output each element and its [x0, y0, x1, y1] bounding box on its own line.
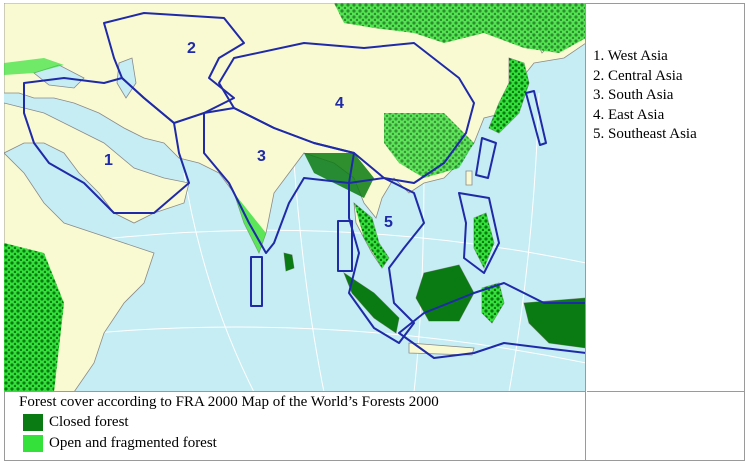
legend-label: Open and fragmented forest [49, 435, 217, 451]
legend-item-open-forest: Open and fragmented forest [23, 433, 585, 454]
region-list-item: 4. East Asia [593, 106, 665, 123]
legend-item-closed-forest: Closed forest [23, 412, 585, 433]
map-panel: 1 2 3 4 5 [4, 3, 586, 392]
region-boundaries [23, 12, 585, 359]
legend-label: Closed forest [49, 414, 129, 430]
legend-panel: Forest cover according to FRA 2000 Map o… [4, 392, 586, 461]
open-forest-swatch [23, 435, 43, 452]
region-number-4: 4 [335, 95, 344, 112]
empty-cell [587, 392, 745, 461]
region-list-item: 5. Southeast Asia [593, 126, 697, 142]
region-list-item: 1. West Asia [593, 48, 668, 64]
asia-forest-map: 1 2 3 4 5 [4, 3, 585, 391]
region-number-1: 1 [104, 152, 113, 169]
region-list-panel: 1. West Asia 2. Central Asia 3. South As… [587, 3, 745, 392]
region-number-5: 5 [384, 214, 393, 231]
region-number-2: 2 [187, 40, 196, 57]
forest-cover [4, 3, 585, 391]
closed-forest-swatch [23, 414, 43, 431]
region-list: 1. West Asia 2. Central Asia 3. South As… [593, 47, 745, 145]
legend-title: Forest cover according to FRA 2000 Map o… [19, 394, 439, 410]
region-number-3: 3 [257, 148, 266, 165]
region-list-item: 2. Central Asia [593, 67, 683, 84]
region-list-item: 3. South Asia [593, 87, 674, 103]
region-labels: 1 2 3 4 5 [104, 40, 393, 231]
